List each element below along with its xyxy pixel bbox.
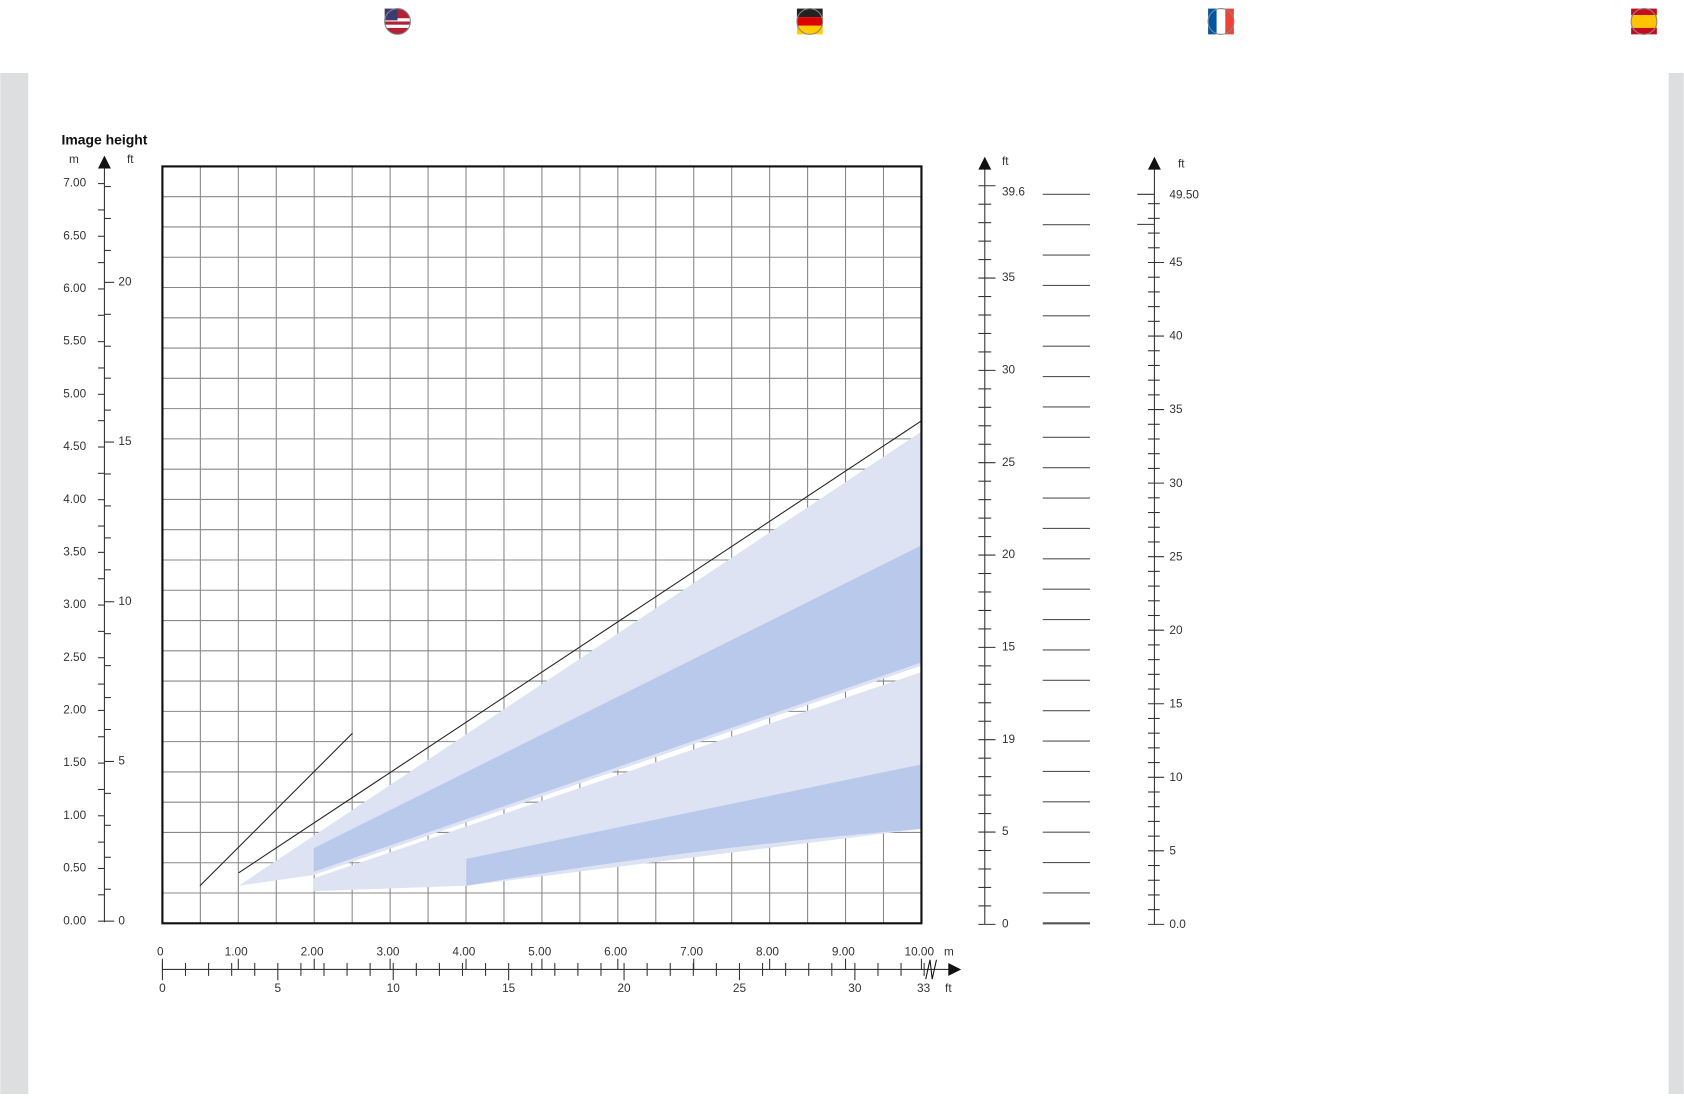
y-tick-label: 49.50 [1169, 188, 1199, 202]
right-sidebar [1668, 73, 1684, 1095]
flag-de[interactable] [796, 8, 824, 35]
axis-arrow [978, 156, 992, 170]
y-tick-label: 45 [1169, 255, 1183, 269]
unit: ft [1178, 156, 1185, 170]
y-tick-label: 0.00 [63, 913, 86, 927]
x-tick-label: 30 [848, 981, 862, 995]
y-tick-label: 7.00 [63, 176, 86, 190]
y-tick-label: 0.0 [1169, 917, 1186, 931]
y-tick-label: 20 [1169, 623, 1183, 637]
x-tick-label: 15 [502, 981, 516, 995]
flag-es[interactable] [1630, 8, 1658, 35]
flag-en[interactable] [384, 8, 411, 35]
x-tick-label: 25 [733, 981, 747, 995]
y-tick-label: 5 [118, 754, 125, 768]
unit: m [69, 152, 79, 166]
x-tick-label: 20 [617, 981, 631, 995]
x-tick-label: 7.00 [680, 944, 703, 958]
y-tick-label: 2.00 [63, 703, 86, 717]
x-tick-label: 9.00 [832, 944, 855, 958]
y-tick-label: 30 [1169, 476, 1183, 490]
x-tick-label: 8.00 [756, 944, 779, 958]
bands [199, 420, 922, 892]
y-tick-label: 6.50 [63, 228, 86, 242]
y-tick-label: 20 [118, 274, 132, 288]
y-tick-label: 39.6 [1002, 184, 1025, 198]
axis-break [925, 959, 938, 980]
unit: ft [127, 152, 134, 166]
x-tick-label: 5.00 [528, 944, 551, 958]
y-tick-label: 1.50 [63, 755, 86, 769]
x-tick-label: 4.00 [452, 944, 475, 958]
y-tick-label: 0.50 [63, 861, 86, 875]
x-tick-label: 6.00 [604, 944, 627, 958]
y-tick-label: 15 [118, 434, 132, 448]
x-tick-label: 5 [275, 981, 282, 995]
y-tick-label: 19 [1002, 732, 1015, 746]
axis-arrow [948, 963, 962, 976]
x-tick-label: 3.00 [376, 944, 399, 958]
y-tick-label: 3.00 [63, 597, 86, 611]
y-tick-label: 10 [118, 594, 132, 608]
y-tick-label: 6.00 [63, 281, 86, 295]
y-tick-label: 3.50 [63, 544, 86, 558]
x-tick-label: 0 [157, 944, 164, 958]
x-tick-label: 33 [917, 981, 931, 995]
chart-title: Image height [61, 131, 147, 147]
y-tick-label: 15 [1169, 696, 1183, 710]
y-tick-label: 5 [1002, 824, 1009, 838]
flag-fr[interactable] [1207, 8, 1235, 35]
y-tick-label: 25 [1002, 455, 1016, 469]
x-tick-label: 10.00 [905, 944, 935, 958]
y-tick-label: 0 [118, 913, 125, 927]
unit: m [944, 944, 954, 958]
axis-arrow [97, 155, 111, 169]
y-tick-label: 10 [1169, 770, 1183, 784]
y-tick-label: 2.50 [63, 650, 86, 664]
y-tick-label: 5 [1169, 843, 1176, 857]
y-tick-label: 5.50 [63, 334, 86, 348]
x-tick-label: 1.00 [225, 944, 248, 958]
y-tick-label: 20 [1002, 547, 1016, 561]
x-tick-label: 10 [387, 981, 401, 995]
unit: ft [1002, 154, 1009, 168]
x-tick-label: 0 [159, 981, 166, 995]
unit: ft [945, 981, 952, 995]
y-tick-label: 4.50 [63, 439, 86, 453]
y-tick-label: 35 [1169, 402, 1183, 416]
y-tick-label: 5.00 [63, 386, 86, 400]
plot-frame [161, 165, 923, 925]
y-tick-label: 0 [1002, 916, 1009, 930]
y-tick-label: 25 [1169, 549, 1183, 563]
y-tick-label: 15 [1002, 639, 1016, 653]
left-sidebar [0, 73, 29, 1095]
y-tick-label: 1.00 [63, 808, 86, 822]
y-tick-label: 30 [1002, 363, 1016, 377]
axis-arrow [1147, 156, 1161, 170]
y-tick-label: 40 [1169, 329, 1183, 343]
x-tick-label: 2.00 [301, 944, 324, 958]
y-tick-label: 35 [1002, 270, 1016, 284]
y-tick-label: 4.00 [63, 492, 86, 506]
